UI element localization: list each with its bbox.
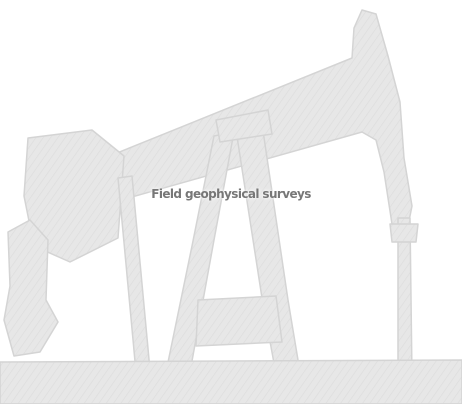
tile-caption: Field geophysical surveys [151,187,311,201]
